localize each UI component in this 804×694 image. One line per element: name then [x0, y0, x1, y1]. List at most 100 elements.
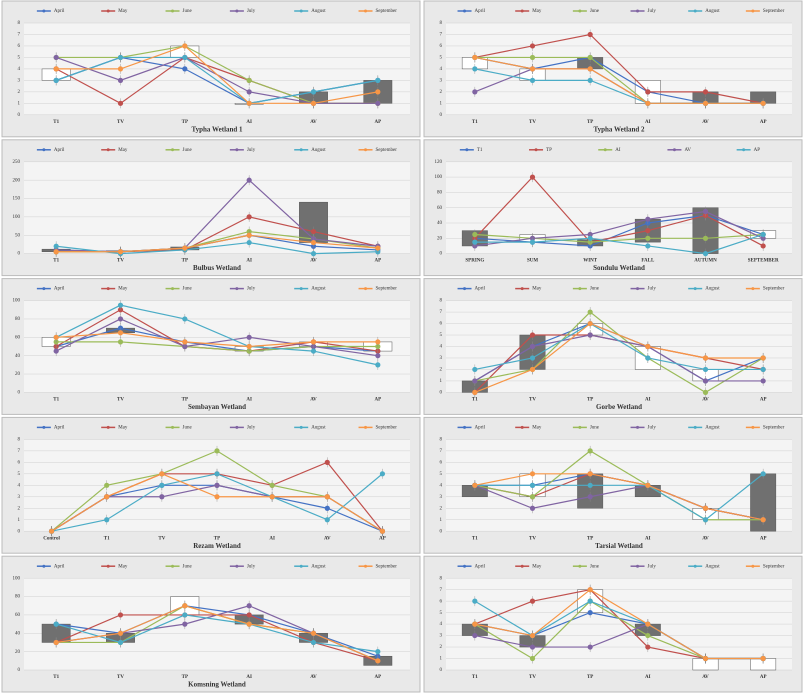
data-point	[587, 31, 593, 38]
data-point	[182, 245, 188, 251]
legend-marker	[603, 148, 607, 152]
y-tick-label: 8	[440, 21, 443, 26]
legend-marker	[520, 9, 524, 13]
series-line	[474, 56, 764, 104]
data-point	[702, 366, 709, 373]
legend-label: August	[705, 426, 720, 431]
series-line	[474, 176, 764, 247]
data-point	[702, 235, 709, 241]
data-point	[246, 89, 252, 95]
data-point	[117, 330, 124, 336]
x-tick-label: TV	[529, 398, 536, 403]
legend-label: May	[118, 9, 128, 14]
legend-label: June	[183, 426, 193, 431]
data-point	[375, 245, 381, 251]
chart-panel: 0 1 2 3 4 5 6 7 8 Control T1 TV TP AI AV AP April May June…	[1, 416, 421, 554]
y-tick-label: 1	[18, 518, 21, 523]
x-tick-label: AP	[760, 536, 767, 541]
legend-marker	[578, 425, 582, 429]
legend-label: September	[376, 9, 398, 14]
legend-marker	[171, 425, 175, 429]
data-point	[587, 644, 593, 650]
chart-panel: 0 50 100 150 200 250 T1 TV TP AI AV AP April May June J…	[1, 139, 421, 277]
legend-label: August	[311, 426, 326, 431]
legend-label: August	[705, 287, 720, 292]
y-tick-label: 0	[18, 668, 21, 673]
legend-marker	[364, 287, 368, 291]
legend-marker	[463, 564, 467, 568]
data-point	[529, 77, 536, 83]
data-point	[472, 378, 478, 384]
data-point	[760, 471, 766, 477]
data-point	[246, 177, 252, 183]
chart-panel: 0 1 2 3 4 5 6 7 8 T1 TV TP AI AV AP April May June July Aug…	[1, 0, 421, 138]
data-point	[472, 621, 478, 627]
series-line	[474, 214, 764, 247]
data-point	[117, 630, 124, 636]
x-tick-label: TP	[587, 675, 593, 680]
data-point	[159, 494, 165, 500]
data-point	[246, 100, 252, 106]
legend-marker	[299, 9, 303, 13]
y-tick-label: 1	[18, 101, 21, 106]
legend-label: June	[183, 9, 193, 14]
y-tick-label: 7	[18, 449, 21, 454]
legend-marker	[463, 9, 467, 13]
y-tick-label: 250	[13, 160, 21, 165]
legend-marker	[742, 148, 746, 152]
legend-label: June	[183, 564, 193, 569]
legend-label: August	[311, 564, 326, 569]
data-point	[702, 355, 709, 361]
data-point	[587, 610, 593, 616]
legend-label: July	[247, 426, 256, 431]
y-tick-label: 0	[440, 668, 443, 673]
x-tick-label: AP	[374, 259, 381, 264]
legend-label: July	[247, 564, 256, 569]
chart-panel: 0 20 40 60 80 100 T1 TV TP AI AV AP April May June July…	[1, 555, 421, 693]
chart-title: Tarsial Wetland	[595, 542, 643, 550]
legend-marker	[520, 425, 524, 429]
legend-label: May	[532, 564, 542, 569]
series-line	[474, 588, 764, 660]
legend-label: September	[763, 564, 785, 569]
y-tick-label: 80	[15, 317, 21, 322]
data-point	[529, 239, 536, 245]
x-tick-label: TV	[158, 536, 165, 541]
y-tick-label: 20	[437, 236, 443, 241]
legend-marker	[106, 148, 110, 152]
x-tick-label: TV	[117, 120, 124, 125]
y-tick-label: 60	[437, 206, 443, 211]
legend-label: July	[648, 564, 657, 569]
chart-title: Typha Wetland 1	[191, 125, 243, 133]
legend-marker	[364, 148, 368, 152]
legend-marker	[364, 425, 368, 429]
series-line	[56, 341, 378, 352]
data-point	[379, 528, 386, 534]
legend-marker	[751, 564, 755, 568]
legend-marker	[171, 564, 175, 568]
x-tick-label: AP	[374, 675, 381, 680]
series-line	[55, 56, 378, 104]
legend-label: TP	[546, 148, 552, 153]
x-tick-label: AP	[374, 398, 381, 403]
legend-label: May	[532, 9, 542, 14]
series-line	[474, 450, 764, 521]
data-point	[702, 389, 709, 395]
x-tick-label: TP	[587, 536, 593, 541]
data-point	[310, 228, 317, 235]
x-tick-label: AI	[246, 120, 252, 125]
data-point	[117, 612, 124, 618]
chart-panel: 0 1 2 3 4 5 6 7 8 T1 TV TP AI AV AP April May June July Aug…	[423, 278, 803, 415]
data-point	[645, 243, 651, 249]
chart-title: Bulbus Wetland	[193, 264, 241, 272]
data-point	[760, 655, 766, 662]
data-point	[587, 587, 593, 593]
legend-label: May	[532, 287, 542, 292]
x-tick-label: AP	[760, 398, 767, 403]
data-point	[375, 100, 381, 106]
y-tick-label: 40	[15, 354, 21, 359]
legend-marker	[171, 148, 175, 152]
legend-label: April	[475, 564, 486, 569]
legend-marker	[463, 425, 467, 429]
